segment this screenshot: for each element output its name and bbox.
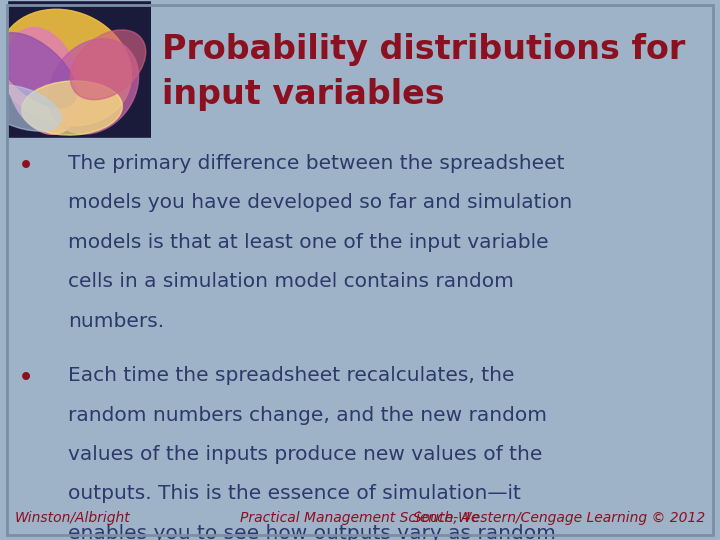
FancyBboxPatch shape <box>151 0 713 138</box>
Text: values of the inputs produce new values of the: values of the inputs produce new values … <box>68 445 543 464</box>
Ellipse shape <box>71 30 145 100</box>
Text: •: • <box>18 366 34 392</box>
Text: models you have developed so far and simulation: models you have developed so far and sim… <box>68 193 572 212</box>
Text: input variables: input variables <box>162 78 445 111</box>
Text: Practical Management Science, 4e: Practical Management Science, 4e <box>240 511 480 525</box>
Ellipse shape <box>0 9 132 126</box>
Text: models is that at least one of the input variable: models is that at least one of the input… <box>68 233 549 252</box>
FancyBboxPatch shape <box>7 0 158 138</box>
Ellipse shape <box>6 28 81 134</box>
Text: cells in a simulation model contains random: cells in a simulation model contains ran… <box>68 272 514 291</box>
Text: numbers.: numbers. <box>68 312 165 330</box>
Bar <box>0 0 7 138</box>
Text: Winston/Albright: Winston/Albright <box>14 511 130 525</box>
Text: Probability distributions for: Probability distributions for <box>162 33 685 66</box>
Text: enables you to see how outputs vary as random: enables you to see how outputs vary as r… <box>68 524 557 540</box>
Ellipse shape <box>22 81 122 135</box>
Text: South-Western/Cengage Learning © 2012: South-Western/Cengage Learning © 2012 <box>413 511 706 525</box>
Text: Each time the spreadsheet recalculates, the: Each time the spreadsheet recalculates, … <box>68 366 515 385</box>
Bar <box>158 0 720 138</box>
Text: random numbers change, and the new random: random numbers change, and the new rando… <box>68 406 547 424</box>
Ellipse shape <box>49 39 138 134</box>
Ellipse shape <box>0 85 61 131</box>
Ellipse shape <box>0 33 76 107</box>
Text: •: • <box>18 154 34 180</box>
Text: The primary difference between the spreadsheet: The primary difference between the sprea… <box>68 154 565 173</box>
Bar <box>0 138 166 540</box>
Text: outputs. This is the essence of simulation—it: outputs. This is the essence of simulati… <box>68 484 521 503</box>
